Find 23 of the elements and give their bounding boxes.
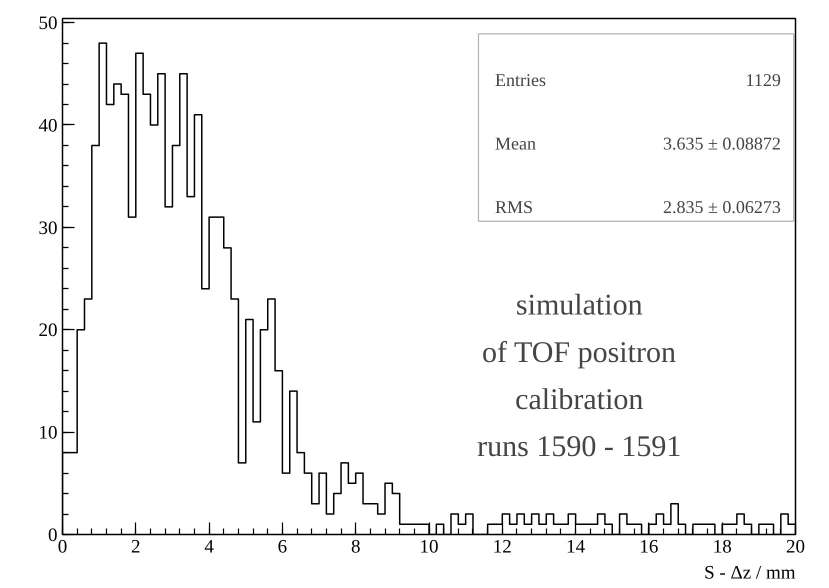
text: Mean 3.635 ± 0.08872 bbox=[494, 133, 781, 154]
x-tick-label: 6 bbox=[278, 536, 288, 558]
annotation: simulation bbox=[516, 288, 643, 322]
text: Entries 1129 bbox=[494, 70, 781, 90]
y-tick-label: 10 bbox=[38, 422, 58, 444]
x-tick-label: 20 bbox=[786, 536, 805, 558]
x-tick-label: 8 bbox=[350, 536, 360, 558]
x-axis-title: S - Δz / mm bbox=[704, 562, 796, 584]
y-tick-label: 20 bbox=[38, 320, 58, 342]
y-tick-label: 50 bbox=[38, 13, 58, 34]
annotation: runs 1590 - 1591 bbox=[477, 430, 682, 463]
x-tick-label: 4 bbox=[204, 536, 214, 558]
x-tick-label: 16 bbox=[639, 536, 658, 558]
x-tick-label: 10 bbox=[420, 536, 438, 558]
y-tick-label: 40 bbox=[38, 115, 58, 136]
annotation: calibration bbox=[515, 382, 644, 416]
x-tick-label: 2 bbox=[131, 536, 141, 558]
text: RMS 2.835 ± 0.06273 bbox=[494, 196, 781, 217]
y-tick-label: 30 bbox=[38, 218, 58, 239]
x-tick-label: 14 bbox=[566, 536, 586, 558]
annotation: of TOF positron bbox=[482, 336, 676, 369]
x-tick-label: 18 bbox=[712, 536, 732, 558]
x-tick-label: 12 bbox=[492, 536, 512, 558]
